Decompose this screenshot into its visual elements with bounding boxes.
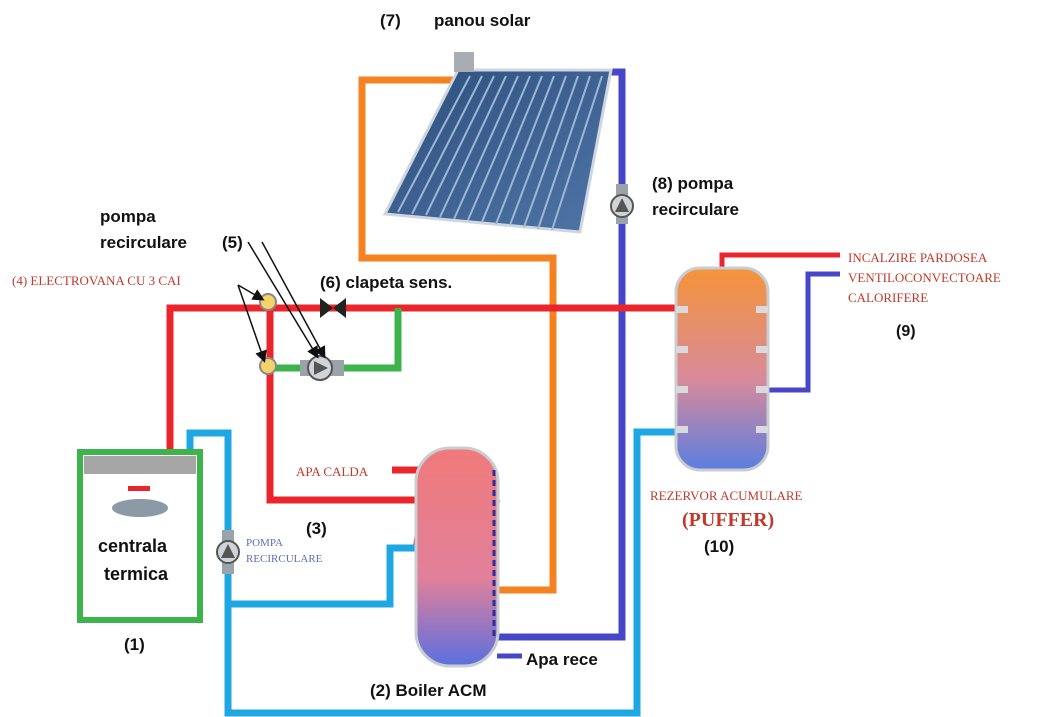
label-num3: (3)	[306, 519, 327, 538]
three-way-valve-lower-icon	[259, 357, 277, 375]
heating-outlet-pipe	[719, 252, 840, 268]
label-pompa8-line2: recirculare	[652, 200, 739, 219]
label-incalzire: INCALZIRE PARDOSEA	[848, 250, 988, 265]
label-centrala: centrala	[98, 536, 168, 556]
label-pompa5-line2: recirculare	[100, 233, 187, 252]
puffer-tank	[674, 266, 770, 472]
label-recirculare: RECIRCULARE	[246, 553, 323, 565]
centrala-termica	[77, 449, 203, 623]
boiler-acm	[414, 446, 500, 668]
label-apa-calda: APA CALDA	[296, 464, 369, 479]
label-rezervor: REZERVOR ACUMULARE	[650, 488, 802, 503]
pump-5-icon	[300, 355, 344, 381]
label-num9: (9)	[896, 323, 916, 340]
pump-8-icon	[610, 184, 634, 224]
label-boiler: (2) Boiler ACM	[370, 681, 487, 700]
label-pompa5-num: (5)	[222, 233, 243, 252]
label-pompa5-line1: pompa	[100, 207, 156, 226]
heating-return-pipe	[768, 271, 840, 393]
pump-recirculare-icon	[216, 530, 240, 574]
label-electrovana: (4) ELECTROVANA CU 3 CAI	[12, 273, 181, 288]
hot-supply-pipe	[166, 304, 686, 450]
pointer-arrows	[237, 241, 326, 363]
label-termica: termica	[104, 564, 169, 584]
label-num1: (1)	[124, 635, 145, 654]
label-pompa8-line1: (8) pompa	[652, 174, 734, 193]
bypass-pipe	[270, 308, 402, 372]
check-valve-icon	[320, 298, 346, 318]
solar-supply-pipe	[358, 76, 557, 594]
label-calorifere: CALORIFERE	[848, 290, 928, 305]
label-num10: (10)	[704, 537, 734, 556]
label-apa-rece: Apa rece	[526, 650, 598, 669]
three-way-valve-upper-icon	[259, 293, 277, 311]
cold-return-pipe	[186, 428, 686, 717]
label-puffer: (PUFFER)	[682, 509, 774, 531]
boiler-cold-branch-pipe	[228, 544, 416, 608]
label-pompa: POMPA	[246, 537, 283, 549]
label-panou-num: (7)	[380, 11, 401, 30]
label-clapeta: (6) clapeta sens.	[320, 273, 452, 292]
solar-panel	[382, 52, 613, 234]
solar-return-pipe	[497, 68, 626, 641]
label-ventilo: VENTILOCONVECTOARE	[848, 270, 1001, 285]
label-panou-solar: panou solar	[434, 11, 531, 30]
